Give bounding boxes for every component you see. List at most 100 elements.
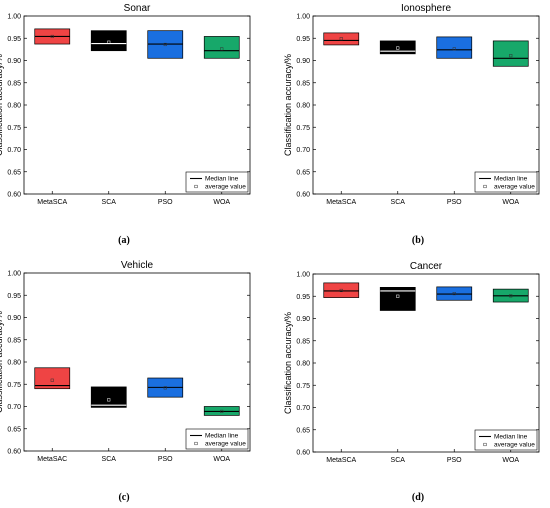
y-tick-label: 0.85 — [296, 80, 310, 87]
y-tick-label: 0.95 — [296, 36, 310, 43]
chart-2: Ionosphere 0.60 0.65 0.70 0.75 0.80 0.85 0.90 0.… — [283, 3, 540, 206]
mean-marker — [163, 42, 167, 47]
mean-marker — [163, 386, 167, 390]
x-tick-label: SCA — [102, 199, 117, 206]
y-tick-label: 0.65 — [7, 169, 21, 176]
y-tick-label: 0.70 — [296, 405, 310, 412]
mean-marker — [220, 409, 224, 413]
x-tick-label: MetaSCA — [37, 199, 67, 206]
mean-marker — [107, 40, 111, 44]
y-tick-label: 0.75 — [7, 382, 21, 389]
y-tick-label: 0.70 — [7, 404, 21, 411]
panel-label-c: (c) — [118, 492, 129, 503]
y-tick-label: 0.60 — [296, 450, 310, 457]
plot-frame — [312, 15, 540, 195]
legend-entry-median: Median line — [494, 434, 528, 441]
y-tick-label: 0.95 — [7, 293, 21, 300]
legend-box — [474, 429, 538, 451]
mean-marker — [339, 288, 343, 293]
x-tick-label: PSO — [158, 456, 173, 463]
x-tick-label: WOA — [502, 457, 519, 464]
mean-marker — [396, 294, 400, 298]
legend-box — [474, 171, 538, 193]
y-axis-label: Classification accuracy/% — [0, 311, 4, 413]
x-tick-label: SCA — [391, 457, 406, 464]
chart-title: Vehicle — [121, 260, 154, 271]
plot-frame — [312, 273, 540, 453]
y-tick-label: 0.75 — [296, 383, 310, 390]
panel-label-d: (d) — [412, 492, 424, 503]
x-tick-label: MetaSAC — [37, 456, 67, 463]
y-tick-label: 0.70 — [7, 147, 21, 154]
x-tick-label: WOA — [502, 199, 519, 206]
y-tick-label: 0.90 — [7, 58, 21, 65]
y-tick-label: 0.60 — [296, 192, 310, 199]
y-tick-label: 0.85 — [296, 338, 310, 345]
x-tick-label: MetaSCA — [326, 457, 356, 464]
y-tick-label: 0.95 — [296, 294, 310, 301]
chart-title: Ionosphere — [401, 3, 451, 14]
y-tick-label: 1.00 — [296, 14, 310, 21]
y-tick-label: 1.00 — [7, 14, 21, 21]
x-tick-label: PSO — [447, 457, 462, 464]
y-tick-label: 0.75 — [296, 125, 310, 132]
x-tick-label: WOA — [213, 456, 230, 463]
y-tick-label: 0.65 — [296, 427, 310, 434]
legend-entry-median: Median line — [205, 433, 239, 440]
box-metasac — [34, 367, 71, 390]
chart-3: Vehicle 0.60 0.65 0.70 0.75 0.80 0.85 0.90 0.95 1… — [0, 260, 251, 463]
chart-1: Sonar 0.60 0.65 0.70 0.75 0.80 0.85 0.90 0.95 1.0… — [0, 3, 251, 206]
panel-label-b: (b) — [412, 235, 424, 246]
y-axis-label: Classification accuracy/% — [0, 54, 4, 156]
box-sca — [90, 386, 127, 408]
mean-marker — [452, 292, 456, 296]
x-tick-label: PSO — [158, 199, 173, 206]
mean-marker — [396, 46, 400, 50]
legend-mean-swatch — [194, 184, 198, 189]
y-tick-label: 0.95 — [7, 36, 21, 43]
legend-box — [185, 171, 249, 193]
panel-label-a: (a) — [118, 235, 130, 246]
mean-marker — [339, 37, 343, 41]
legend-entry-average: average value — [494, 442, 535, 449]
chart-title: Cancer — [410, 261, 443, 272]
box-sca — [90, 30, 127, 52]
y-tick-label: 0.75 — [7, 125, 21, 132]
legend-mean-swatch — [194, 441, 198, 446]
y-tick-label: 0.65 — [7, 426, 21, 433]
legend-entry-average: average value — [494, 184, 535, 191]
y-tick-label: 0.90 — [296, 316, 310, 323]
mean-marker — [509, 54, 513, 58]
y-tick-label: 1.00 — [7, 271, 21, 278]
box-metasca — [323, 32, 360, 46]
y-tick-label: 0.60 — [7, 192, 21, 199]
mean-marker — [452, 47, 456, 51]
y-tick-label: 0.80 — [296, 361, 310, 368]
chart-title: Sonar — [124, 3, 151, 14]
y-tick-label: 0.80 — [7, 103, 21, 110]
plot-frame — [23, 15, 251, 195]
legend-mean-swatch — [483, 442, 487, 447]
x-tick-label: MetaSCA — [326, 199, 356, 206]
x-tick-label: SCA — [102, 456, 117, 463]
box-woa — [203, 36, 240, 59]
x-tick-label: PSO — [447, 199, 462, 206]
y-tick-label: 0.60 — [7, 449, 21, 456]
y-tick-label: 0.85 — [7, 337, 21, 344]
box-metasca — [323, 282, 360, 298]
mean-marker — [50, 34, 54, 39]
mean-marker — [50, 378, 54, 382]
mean-marker — [220, 47, 224, 51]
y-tick-label: 0.80 — [296, 103, 310, 110]
legend-entry-median: Median line — [205, 176, 239, 183]
box-sca — [379, 40, 416, 55]
y-tick-label: 0.90 — [296, 58, 310, 65]
mean-marker — [107, 398, 111, 402]
legend-entry-average: average value — [205, 184, 246, 191]
y-tick-label: 0.65 — [296, 169, 310, 176]
y-tick-label: 0.85 — [7, 80, 21, 87]
